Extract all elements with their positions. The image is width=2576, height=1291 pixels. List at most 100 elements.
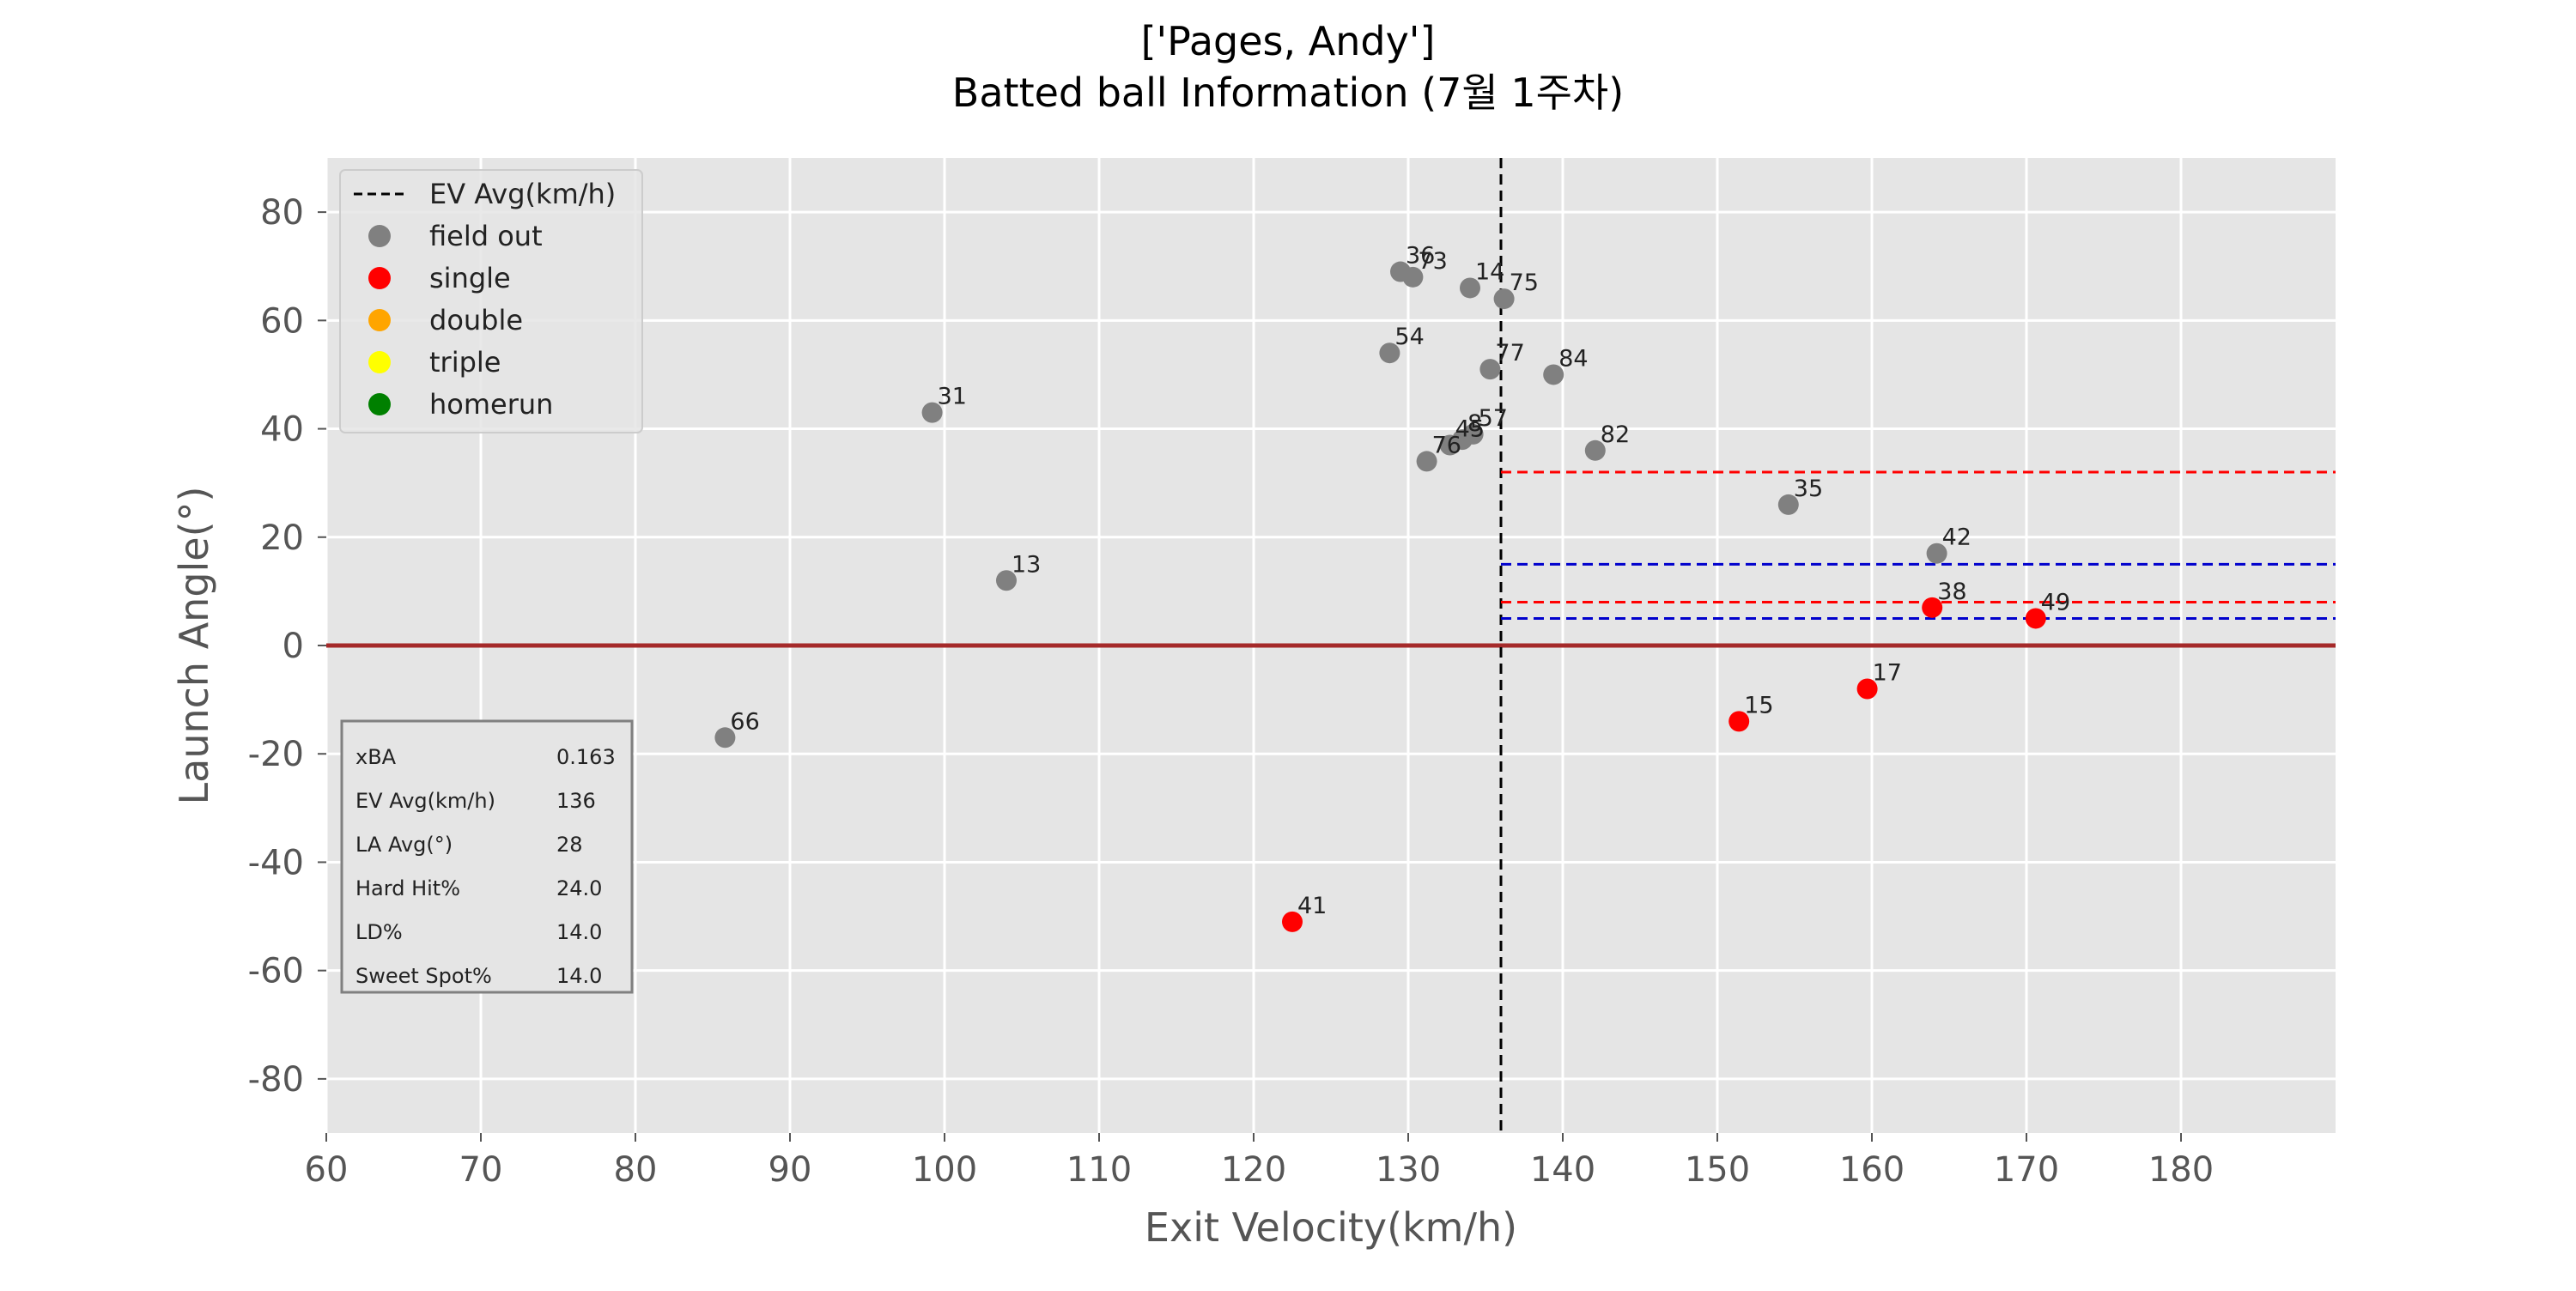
data-point xyxy=(1856,678,1878,700)
data-point xyxy=(2025,608,2046,629)
data-point-label: 54 xyxy=(1394,324,1424,350)
legend-marker xyxy=(368,225,391,247)
legend-box xyxy=(339,169,643,433)
stats-box: xBA 0.163 EV Avg(km/h) 136 LA Avg(°) 28 Hard H… xyxy=(340,719,634,994)
data-point-label: 35 xyxy=(1794,476,1823,502)
legend-label: single xyxy=(429,262,511,294)
data-point-label: 76 xyxy=(1432,432,1461,458)
legend-label: triple xyxy=(429,346,501,379)
stats-box-frame xyxy=(340,719,634,994)
data-point-label: 57 xyxy=(1479,405,1508,432)
legend-marker xyxy=(368,351,391,373)
data-point-label: 31 xyxy=(938,384,967,410)
stats-name: EV Avg(km/h) xyxy=(355,789,495,813)
x-tick-label: 80 xyxy=(614,1150,658,1190)
x-tick-label: 180 xyxy=(2148,1150,2214,1190)
y-tick-label: 80 xyxy=(260,193,304,233)
y-axis-label: Launch Angle(°) xyxy=(171,487,217,805)
data-point xyxy=(921,402,943,423)
y-tick-label: -60 xyxy=(248,952,304,991)
data-point-label: 15 xyxy=(1744,692,1773,718)
x-tick-label: 140 xyxy=(1530,1150,1595,1190)
stats-value: 0.163 xyxy=(556,745,616,769)
stats-name: LA Avg(°) xyxy=(355,833,453,857)
x-tick-label: 90 xyxy=(769,1150,812,1190)
data-point-label: 41 xyxy=(1297,893,1327,919)
data-point-label: 36 xyxy=(1406,243,1435,270)
legend-label: double xyxy=(429,304,523,336)
stats-value: 14.0 xyxy=(556,964,602,988)
stats-value: 14.0 xyxy=(556,920,602,944)
y-tick-label: -40 xyxy=(248,843,304,882)
y-tick-label: 40 xyxy=(260,410,304,450)
data-point-label: 42 xyxy=(1942,524,1971,551)
data-point-label: 13 xyxy=(1012,551,1041,578)
data-point-label: 75 xyxy=(1510,270,1539,296)
stats-name: LD% xyxy=(355,920,403,944)
data-point xyxy=(1439,434,1461,456)
legend-label: field out xyxy=(429,220,543,252)
stats-value: 136 xyxy=(556,789,596,813)
data-point xyxy=(1926,542,1947,564)
legend-label: homerun xyxy=(429,388,553,421)
data-point xyxy=(1416,451,1437,472)
data-point xyxy=(714,727,736,749)
data-point xyxy=(1282,911,1303,932)
legend-marker xyxy=(368,393,391,415)
stats-name: Sweet Spot% xyxy=(355,964,492,988)
data-point-label: 38 xyxy=(1937,579,1966,605)
data-point xyxy=(1479,359,1501,380)
y-tick-label: -20 xyxy=(248,735,304,774)
x-tick-label: 130 xyxy=(1376,1150,1441,1190)
x-tick-label: 170 xyxy=(1994,1150,2059,1190)
data-point-label: 8 xyxy=(1467,410,1482,437)
data-point-label: 73 xyxy=(1418,248,1447,275)
data-point xyxy=(1379,342,1400,364)
x-axis-label: Exit Velocity(km/h) xyxy=(1145,1204,1517,1251)
data-point-label: 66 xyxy=(730,708,759,735)
stats-value: 24.0 xyxy=(556,876,602,900)
x-tick-label: 70 xyxy=(459,1150,503,1190)
data-point xyxy=(1543,364,1564,385)
chart-subtitle: Batted ball Information (7월 1주차) xyxy=(952,70,1624,116)
x-tick-label: 60 xyxy=(305,1150,349,1190)
data-point xyxy=(1777,494,1799,515)
stats-value: 28 xyxy=(556,833,583,857)
data-point-label: 45 xyxy=(1455,415,1485,442)
data-point-label: 82 xyxy=(1601,421,1630,448)
data-point-label: 84 xyxy=(1558,345,1588,372)
chart-title: ['Pages, Andy'] xyxy=(1141,18,1436,64)
x-tick-label: 110 xyxy=(1066,1150,1132,1190)
y-tick-label: 0 xyxy=(283,627,304,666)
x-tick-label: 120 xyxy=(1221,1150,1286,1190)
y-tick-label: -80 xyxy=(248,1060,304,1100)
data-point-label: 17 xyxy=(1873,659,1902,686)
data-point xyxy=(996,570,1017,591)
data-point xyxy=(1584,439,1606,461)
legend: EV Avg(km/h) field out single double triple h… xyxy=(339,169,643,433)
data-point xyxy=(1402,266,1424,288)
legend-label: EV Avg(km/h) xyxy=(429,178,616,210)
data-point xyxy=(1922,597,1943,618)
data-point xyxy=(1728,711,1750,732)
y-tick-label: 20 xyxy=(260,518,304,558)
x-tick-label: 150 xyxy=(1685,1150,1750,1190)
x-tick-label: 160 xyxy=(1839,1150,1905,1190)
stats-name: Hard Hit% xyxy=(355,876,460,900)
legend-marker xyxy=(368,309,391,331)
data-point-label: 77 xyxy=(1495,340,1524,367)
data-point-label: 14 xyxy=(1475,258,1504,285)
data-point xyxy=(1460,277,1480,299)
data-point xyxy=(1493,288,1515,310)
x-tick-labels: 60 70 80 90 100 110 120 130 140 150 160 170 180 xyxy=(305,1133,2214,1190)
legend-marker xyxy=(368,267,391,289)
y-tick-label: 60 xyxy=(260,301,304,341)
data-point-label: 49 xyxy=(2041,589,2070,615)
stats-name: xBA xyxy=(355,745,397,769)
y-tick-labels: -80 -60 -40 -20 0 20 40 60 80 xyxy=(248,193,326,1100)
x-tick-label: 100 xyxy=(912,1150,977,1190)
reference-lines xyxy=(326,158,2336,1133)
